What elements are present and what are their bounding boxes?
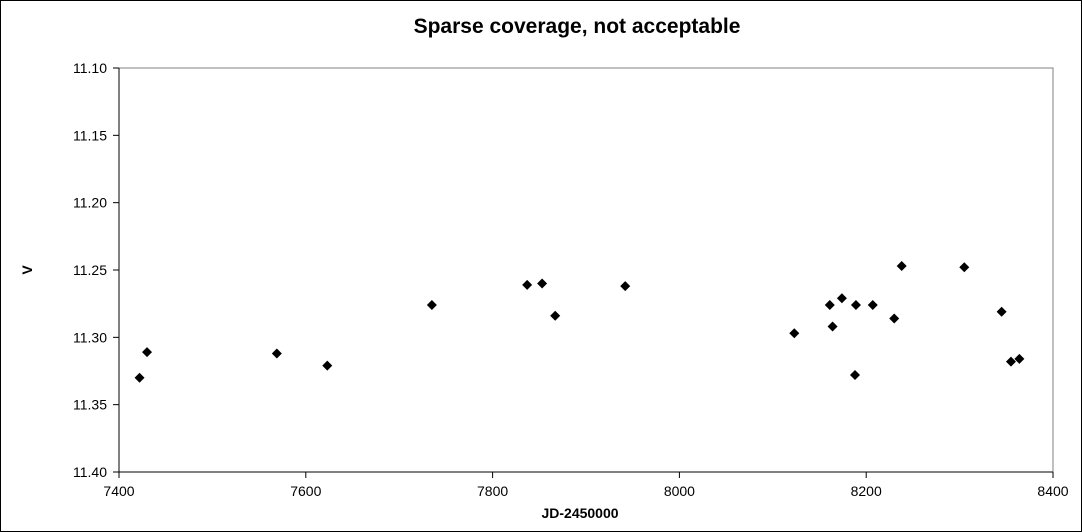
data-point [522,279,533,290]
y-tick-label: 11.10 [73,60,107,76]
x-tick-label: 8000 [664,483,695,499]
data-points [134,260,1025,383]
x-axis-label: JD-2450000 [541,505,618,521]
y-tick-label: 11.30 [73,329,107,345]
data-point [889,313,900,324]
y-tick-label: 11.15 [73,127,107,143]
x-tick-label: 7400 [103,483,134,499]
data-point [867,300,878,311]
data-point [836,293,847,304]
data-point [996,306,1007,317]
data-point [134,372,145,383]
y-axis-label: V [19,265,35,275]
data-point [322,360,333,371]
x-tick-label: 7800 [477,483,508,499]
data-point [620,281,631,292]
data-point [550,310,561,321]
y-tick-label: 11.20 [73,195,107,211]
data-point [849,370,860,381]
x-tick-label: 7600 [290,483,321,499]
x-axis: 7400 7600 7800 8000 8200 8400 [103,471,1069,499]
data-point [1005,356,1016,367]
data-point [850,300,861,311]
data-point [426,300,437,311]
data-point [271,348,282,359]
x-tick-label: 8200 [851,483,882,499]
y-axis: 11.10 11.15 11.20 11.25 11.30 11.35 11.40 [73,60,120,480]
data-point [1014,353,1025,364]
chart-title: Sparse coverage, not acceptable [414,15,741,38]
y-tick-label: 11.40 [73,464,107,480]
y-tick-label: 11.25 [73,262,107,278]
y-tick-label: 11.35 [73,397,107,413]
data-point [789,328,800,339]
plot-area [118,67,1054,473]
data-point [142,347,153,358]
x-tick-label: 8400 [1037,483,1068,499]
data-point [827,321,838,332]
data-point [537,278,548,289]
data-point [896,260,907,271]
data-point [959,262,970,273]
data-point [824,300,835,311]
